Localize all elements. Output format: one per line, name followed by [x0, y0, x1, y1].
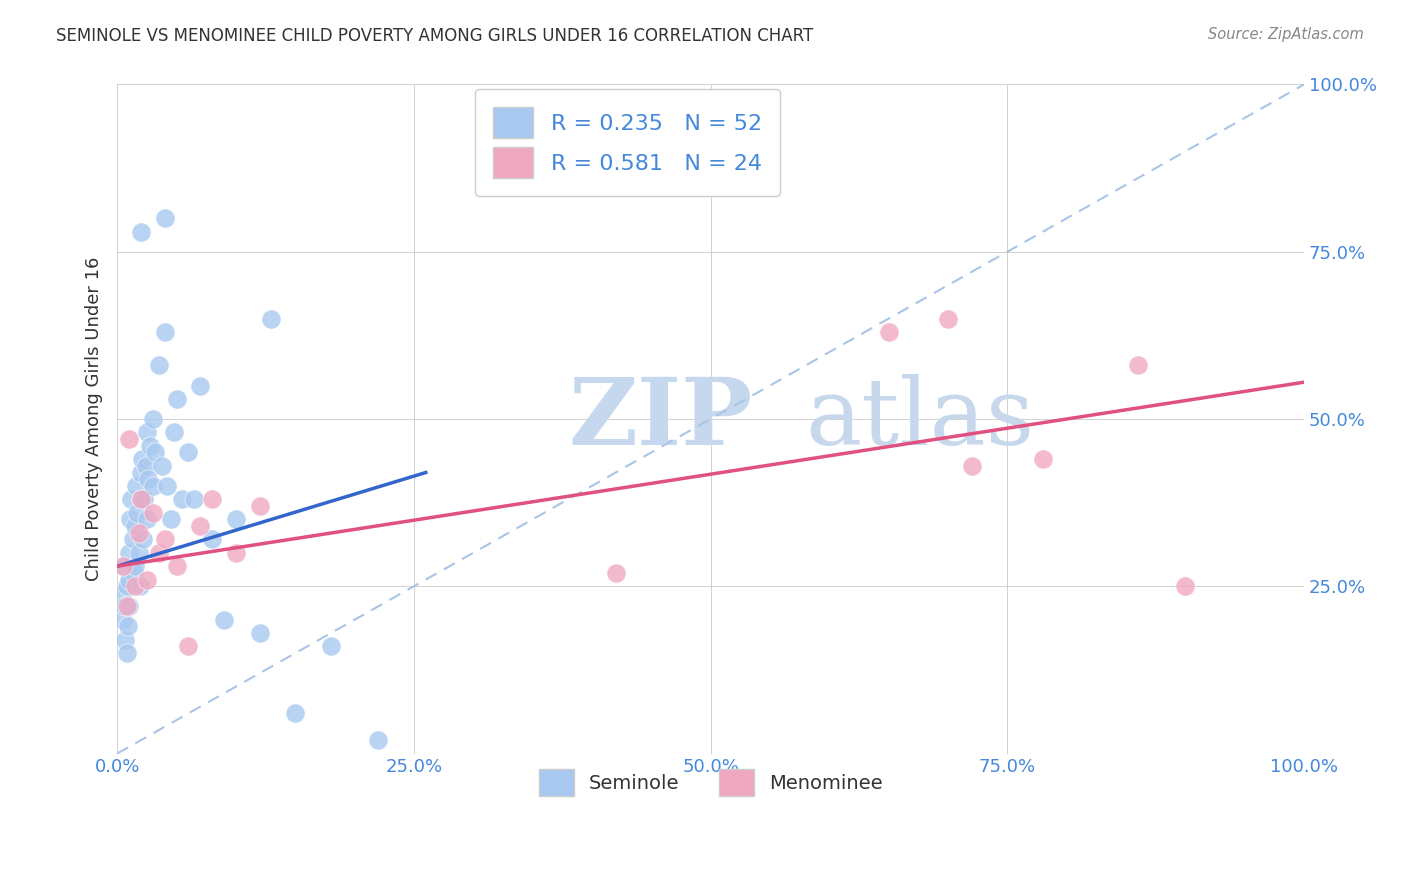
- Point: [122, 566, 145, 580]
- Point: [877, 325, 900, 339]
- Point: [112, 613, 135, 627]
- Point: [153, 211, 176, 226]
- Point: [177, 640, 200, 654]
- Point: [118, 599, 141, 614]
- Point: [128, 579, 150, 593]
- Point: [134, 492, 156, 507]
- Point: [118, 573, 141, 587]
- Point: [249, 626, 271, 640]
- Point: [166, 559, 188, 574]
- Point: [131, 452, 153, 467]
- Point: [129, 492, 152, 507]
- Point: [142, 479, 165, 493]
- Point: [142, 412, 165, 426]
- Point: [142, 506, 165, 520]
- Point: [132, 533, 155, 547]
- Legend: Seminole, Menominee: Seminole, Menominee: [531, 761, 890, 804]
- Point: [156, 479, 179, 493]
- Text: atlas: atlas: [806, 374, 1035, 464]
- Point: [124, 579, 146, 593]
- Point: [936, 311, 959, 326]
- Point: [319, 640, 342, 654]
- Point: [112, 559, 135, 574]
- Point: [177, 445, 200, 459]
- Point: [260, 311, 283, 326]
- Point: [120, 512, 142, 526]
- Point: [960, 458, 983, 473]
- Text: SEMINOLE VS MENOMINEE CHILD POVERTY AMONG GIRLS UNDER 16 CORRELATION CHART: SEMINOLE VS MENOMINEE CHILD POVERTY AMON…: [56, 27, 814, 45]
- Text: Source: ZipAtlas.com: Source: ZipAtlas.com: [1208, 27, 1364, 42]
- Point: [112, 599, 135, 614]
- Point: [201, 492, 224, 507]
- Point: [115, 599, 138, 614]
- Point: [135, 512, 157, 526]
- Point: [1174, 579, 1197, 593]
- Point: [225, 512, 247, 526]
- Point: [188, 378, 211, 392]
- Point: [711, 178, 734, 192]
- Point: [118, 432, 141, 446]
- Point: [150, 458, 173, 473]
- Point: [124, 519, 146, 533]
- Point: [124, 559, 146, 574]
- Point: [112, 586, 135, 600]
- Point: [1032, 452, 1054, 467]
- Point: [112, 559, 135, 574]
- Point: [183, 492, 205, 507]
- Point: [117, 619, 139, 633]
- Point: [129, 466, 152, 480]
- Point: [605, 566, 627, 580]
- Point: [127, 506, 149, 520]
- Point: [153, 325, 176, 339]
- Point: [148, 359, 170, 373]
- Point: [118, 546, 141, 560]
- Point: [135, 458, 157, 473]
- Point: [148, 546, 170, 560]
- Point: [115, 579, 138, 593]
- Point: [159, 512, 181, 526]
- Point: [135, 425, 157, 440]
- Point: [128, 525, 150, 540]
- Point: [129, 492, 152, 507]
- Point: [166, 392, 188, 406]
- Point: [172, 492, 194, 507]
- Point: [212, 613, 235, 627]
- Point: [188, 519, 211, 533]
- Point: [136, 472, 159, 486]
- Point: [120, 492, 142, 507]
- Point: [1126, 359, 1149, 373]
- Point: [284, 706, 307, 721]
- Point: [139, 439, 162, 453]
- Point: [121, 533, 143, 547]
- Point: [135, 573, 157, 587]
- Point: [114, 632, 136, 647]
- Point: [128, 546, 150, 560]
- Point: [153, 533, 176, 547]
- Y-axis label: Child Poverty Among Girls Under 16: Child Poverty Among Girls Under 16: [86, 257, 103, 582]
- Point: [201, 533, 224, 547]
- Point: [143, 445, 166, 459]
- Point: [225, 546, 247, 560]
- Point: [129, 225, 152, 239]
- Text: ZIP: ZIP: [568, 374, 752, 464]
- Point: [249, 499, 271, 513]
- Point: [115, 646, 138, 660]
- Point: [367, 733, 389, 747]
- Point: [125, 479, 148, 493]
- Point: [163, 425, 186, 440]
